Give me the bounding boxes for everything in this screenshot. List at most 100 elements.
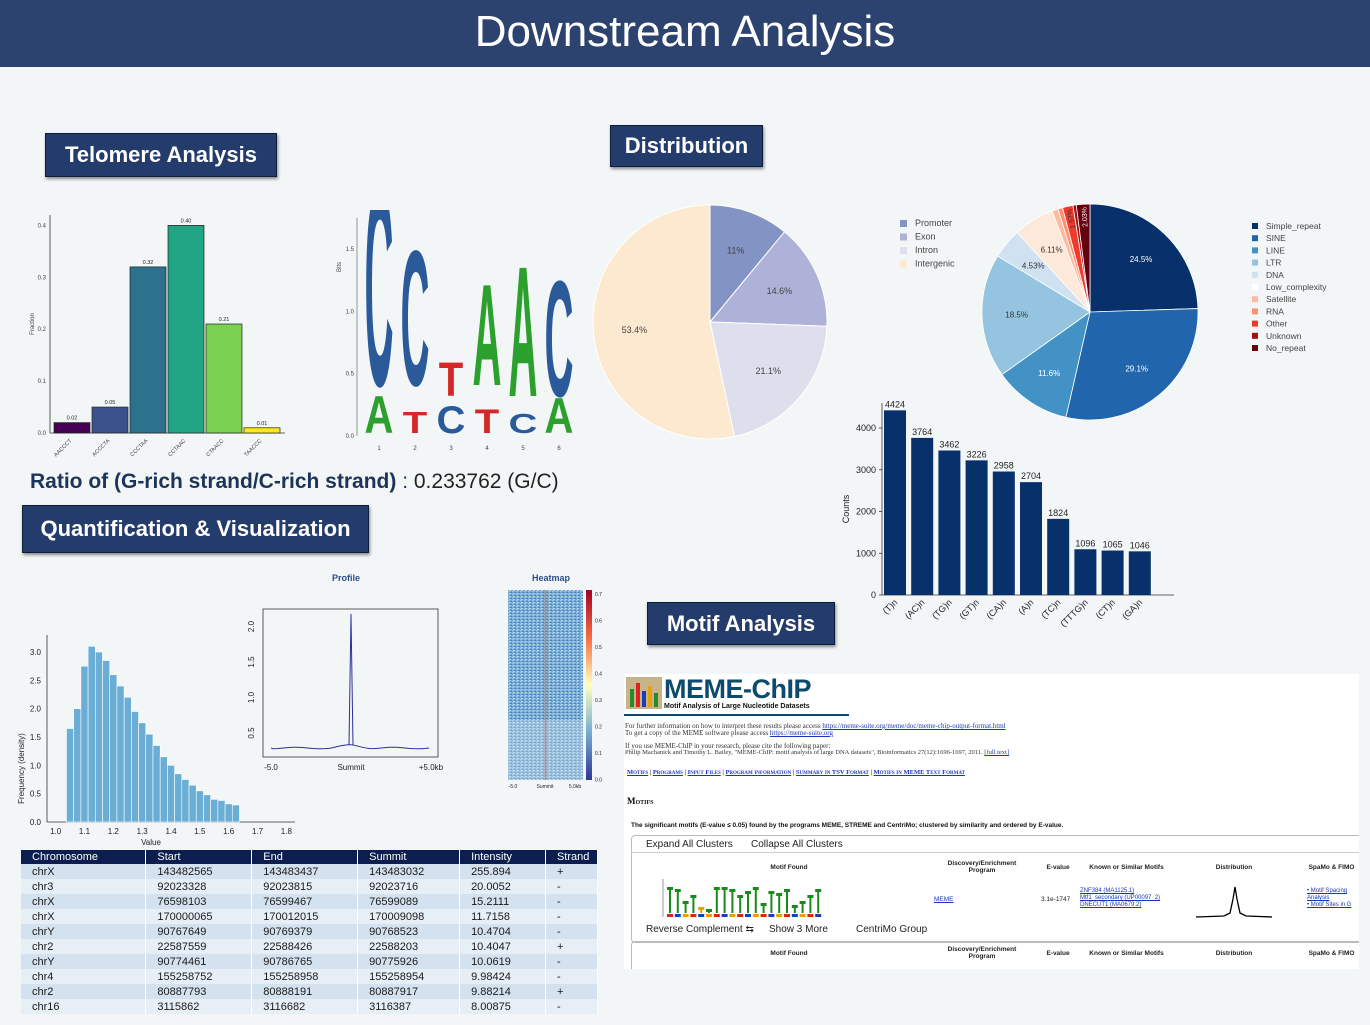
table-cell: 90767649 [145,924,253,939]
mini-logo-base [799,914,806,917]
legend-label: LTR [1266,258,1281,268]
spamo-link[interactable]: • Motif Spacing Analysis [1307,888,1348,901]
table-cell: 3116682 [251,999,359,1014]
y-tick-label: 2.0 [247,620,256,632]
table-header-cell: Strand [545,850,599,864]
table-cell: 9.98424 [459,969,546,984]
meme-nav-link[interactable]: Summary in TSV Format [795,769,869,776]
table-cell: 143482565 [145,864,253,879]
mini-logo-base [706,914,712,917]
bar [167,225,205,434]
logo-letter-top: A [473,254,502,416]
profile-plot: Profile 0.5 1.0 1.5 2.0 -5.0 Summit +5.0kb [247,573,444,772]
col-distribution-2: Distribution [1215,950,1253,957]
slice-label: 53.4% [622,325,648,335]
bar-value-label: 2958 [994,461,1014,471]
meme-suite-link[interactable]: https://meme-suite.org [769,729,833,737]
bar-value-label: 0.32 [143,260,154,266]
y-tick-label: 0.5 [346,372,355,378]
x-tick-label: Summit [537,784,555,790]
legend-swatch [1252,235,1258,242]
meme-doc-link[interactable]: https://meme-suite.org/meme/doc/meme-chi… [822,722,1006,730]
x-tick-label: TAACCC [243,438,263,458]
y-tick-label: 2.0 [30,705,42,714]
table-cell: 80887917 [357,984,461,999]
histogram-bar [102,660,111,823]
program-meme-link[interactable]: MEME [934,896,954,903]
centrimo-group-button[interactable]: CentriMo Group [856,924,928,935]
mini-logo-base [768,914,775,917]
table-cell: 90768523 [357,924,461,939]
legend-swatch [1252,332,1258,339]
mini-logo-base [784,914,790,917]
profile-title: Profile [332,573,360,583]
meme-nav-link[interactable]: Motifs in MEME Text Format [873,769,965,776]
col-motif-found: Motif Found [770,864,808,871]
mini-logo-stem [817,889,820,913]
slice-label: 2.03% [1081,207,1089,227]
table-row: chrY 90767649 90769379 90768523 10.4704- [21,924,599,939]
meme-cite-2: Philip Machanick and Timothy L. Bailey, … [625,749,1010,756]
reverse-complement-button[interactable]: Reverse Complement ⇆ [646,924,754,935]
nav-separator: | [720,769,726,776]
table-header-cell: End [251,850,359,864]
meme-nav-link[interactable]: Input Files [687,769,721,776]
mini-logo-stem [747,891,749,913]
table-cell: 92023328 [145,879,253,894]
meme-nav-link[interactable]: Programs [652,769,683,776]
bar [1074,549,1097,595]
table-cell: chrX [21,894,147,909]
bar [884,410,906,595]
mini-logo-stem [684,901,687,913]
table-cell: 8.00875 [459,999,546,1014]
position-label: 4 [485,446,489,452]
collapse-all-button[interactable]: Collapse All Clusters [751,839,843,850]
logo-letter-bottom: A [545,388,574,444]
histogram-bar [73,708,82,823]
x-tick-label: Summit [337,763,365,772]
legend-swatch [900,247,907,254]
mini-logo-stem [739,895,742,913]
col-distribution: Distribution [1215,864,1253,871]
table-cell: - [545,999,599,1014]
y-tick-label: 1000 [856,548,876,558]
y-tick-label: 1.0 [247,691,256,703]
mini-logo-base [713,914,720,917]
meme-fulltext-link[interactable]: [full text] [984,749,1010,756]
x-tick-label: (A)n [1016,597,1035,616]
pie-slice [1075,203,1091,313]
page-title: Downstream Analysis [0,0,1370,67]
table-cell: + [545,939,599,954]
y-tick-label: 0.0 [30,818,42,827]
bar [992,471,1015,595]
table-cell: 3115862 [145,999,253,1014]
spamo-link[interactable]: • Motif Sites in G [1307,902,1352,908]
meme-nav-link[interactable]: Program information [725,769,792,776]
table-cell: - [545,924,599,939]
table-cell: 90775926 [357,954,461,969]
y-tick-label: 0.4 [38,223,47,229]
table-cell: 22587559 [145,939,253,954]
y-tick-label: 0.1 [38,379,47,385]
expand-all-button[interactable]: Expand All Clusters [646,839,733,850]
histogram-bar [138,722,147,823]
bar-value-label: 1096 [1075,538,1095,548]
section-distribution: Distribution [610,125,763,167]
table-cell: chrX [21,909,147,924]
show-more-button[interactable]: Show 3 More [769,924,828,935]
mini-logo-base [752,914,759,917]
legend-swatch [1252,345,1258,351]
bar-value-label: 4424 [885,399,905,409]
slice-label: 6.11% [1041,245,1063,254]
known-motif-link[interactable]: Mtf1_secondary (UP00097_2) [1080,895,1161,901]
legend-label: Simple_repeat [1266,221,1321,231]
slice-label: 14.6% [767,286,793,296]
y-tick-label: 1.5 [346,247,355,253]
table-cell: - [545,909,599,924]
meme-nav-link[interactable]: Motifs [627,769,649,776]
histogram-bar [87,646,96,823]
known-motif-link[interactable]: DNECUT1 (MA0679.2) [1080,902,1142,908]
legend-swatch [1252,247,1258,254]
col-known-motifs: Known or Similar Motifs [1089,864,1164,871]
known-motif-link[interactable]: ZNF384 (MA1125.1) [1080,888,1135,894]
